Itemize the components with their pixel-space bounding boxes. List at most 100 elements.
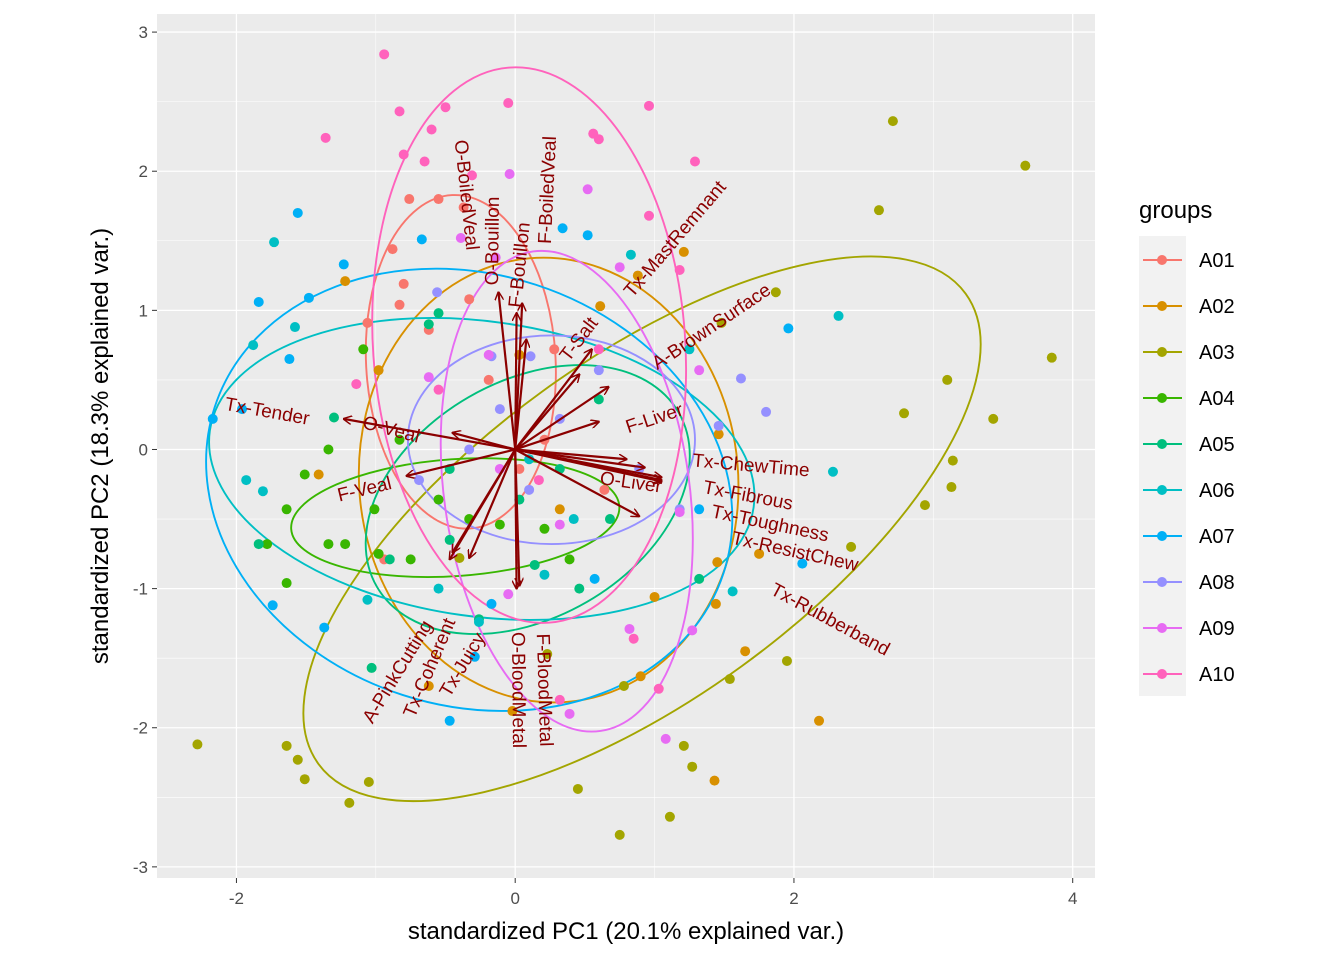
point-a05 bbox=[384, 554, 395, 565]
legend: groups A01 A02 A03 A04 A05 A06 A07 A08 A09 A10 bbox=[1139, 197, 1235, 696]
point-a04 bbox=[564, 554, 575, 565]
loading-label: F-BoiledVeal bbox=[535, 136, 561, 245]
x-tick-label: 0 bbox=[510, 889, 519, 908]
legend-label: A02 bbox=[1199, 296, 1235, 318]
point-a06 bbox=[625, 249, 636, 260]
point-a03 bbox=[281, 740, 292, 751]
point-a03 bbox=[292, 754, 303, 765]
point-a04 bbox=[281, 504, 292, 515]
point-a10 bbox=[440, 102, 451, 113]
arrow-tx-rubberband bbox=[514, 448, 639, 516]
point-a07 bbox=[237, 404, 248, 415]
loading-label: O-BloodMetal bbox=[507, 632, 529, 748]
point-a03 bbox=[1020, 160, 1031, 171]
point-a03 bbox=[363, 777, 374, 787]
point-a10 bbox=[643, 210, 654, 221]
point-a10 bbox=[643, 100, 654, 111]
point-a07 bbox=[589, 573, 600, 584]
point-a05 bbox=[423, 319, 434, 330]
point-a01 bbox=[549, 344, 560, 355]
point-a02 bbox=[649, 591, 660, 602]
point-a03 bbox=[1046, 352, 1057, 363]
point-a02 bbox=[423, 681, 434, 691]
legend-label: A01 bbox=[1199, 250, 1235, 272]
point-a02 bbox=[554, 504, 565, 515]
point-a04 bbox=[373, 548, 384, 559]
point-a07 bbox=[303, 292, 314, 303]
point-a04 bbox=[369, 504, 380, 515]
ellipse-a05 bbox=[364, 364, 691, 635]
point-a03 bbox=[572, 783, 583, 794]
x-axis-title: standardized PC1 (20.1% explained var.) bbox=[408, 918, 844, 945]
point-a03 bbox=[873, 205, 884, 216]
point-a08 bbox=[464, 444, 475, 455]
point-a10 bbox=[398, 149, 409, 160]
x-tick-label: -2 bbox=[229, 889, 244, 908]
point-a09 bbox=[554, 519, 565, 530]
ellipse-a08 bbox=[406, 334, 696, 546]
point-a01 bbox=[362, 317, 373, 328]
point-a04 bbox=[405, 554, 416, 565]
point-a10 bbox=[351, 379, 362, 390]
point-a08 bbox=[593, 365, 604, 376]
legend-label: A03 bbox=[1199, 342, 1235, 364]
point-a04 bbox=[340, 539, 351, 550]
legend-label: A10 bbox=[1199, 664, 1235, 686]
legend-key-point bbox=[1157, 531, 1167, 541]
point-a04 bbox=[539, 523, 550, 534]
y-tick-label: -2 bbox=[133, 719, 148, 738]
y-tick-label: 0 bbox=[139, 440, 148, 459]
point-a03 bbox=[678, 740, 689, 751]
point-a05 bbox=[329, 412, 340, 423]
point-a03 bbox=[192, 739, 203, 750]
point-a10 bbox=[379, 49, 390, 60]
point-a02 bbox=[712, 557, 723, 568]
point-a09 bbox=[694, 365, 705, 376]
point-a03 bbox=[454, 553, 465, 563]
point-a10 bbox=[653, 683, 664, 694]
point-a06 bbox=[269, 237, 280, 248]
ellipse-a10 bbox=[371, 66, 688, 624]
point-a05 bbox=[529, 559, 540, 570]
point-a01 bbox=[404, 194, 415, 205]
point-a03 bbox=[344, 797, 355, 808]
plot-panel bbox=[157, 14, 1095, 878]
point-a10 bbox=[394, 106, 405, 117]
point-a02 bbox=[595, 301, 606, 312]
point-a09 bbox=[504, 169, 515, 179]
point-a02 bbox=[740, 646, 751, 657]
point-a06 bbox=[684, 344, 695, 355]
arrow-t-salt bbox=[514, 349, 592, 451]
arrow-o-boiledveal bbox=[498, 292, 517, 450]
x-tick-label: 2 bbox=[789, 889, 798, 908]
y-axis-title: standardized PC2 (18.3% explained var.) bbox=[87, 228, 114, 664]
point-a07 bbox=[444, 715, 455, 726]
ellipse-a01 bbox=[364, 194, 557, 530]
point-a02 bbox=[713, 429, 724, 440]
legend-label: A05 bbox=[1199, 434, 1235, 456]
point-a03 bbox=[846, 541, 857, 552]
point-a01 bbox=[464, 294, 475, 305]
point-a10 bbox=[426, 124, 437, 135]
point-a06 bbox=[248, 340, 259, 351]
point-a07 bbox=[469, 651, 480, 662]
arrow-o-bouillon bbox=[515, 313, 516, 450]
arrow-tx-resistchew bbox=[514, 448, 661, 481]
point-a01 bbox=[394, 299, 405, 310]
point-a07 bbox=[338, 259, 349, 270]
point-a02 bbox=[710, 598, 721, 609]
point-a08 bbox=[713, 420, 724, 431]
point-a02 bbox=[814, 715, 825, 726]
point-a06 bbox=[257, 486, 268, 497]
point-a02 bbox=[635, 671, 646, 682]
point-a06 bbox=[539, 569, 550, 580]
point-a06 bbox=[727, 586, 738, 597]
x-tick-label: 4 bbox=[1068, 889, 1077, 908]
point-a05 bbox=[604, 514, 615, 525]
point-a01 bbox=[483, 374, 494, 385]
legend-key-point bbox=[1157, 347, 1167, 357]
point-a06 bbox=[473, 617, 484, 627]
legend-label: A06 bbox=[1199, 480, 1235, 502]
point-a09 bbox=[455, 233, 466, 243]
